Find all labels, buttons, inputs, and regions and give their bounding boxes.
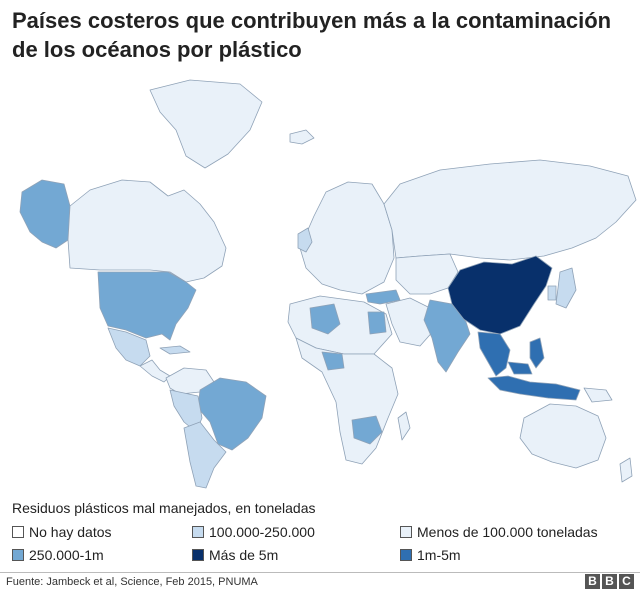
bbc-logo: B B C xyxy=(585,574,634,589)
central-america xyxy=(139,359,171,383)
canada xyxy=(67,179,227,283)
legend-item-1m-5m: 1m-5m xyxy=(400,547,461,563)
footer-divider xyxy=(0,572,640,573)
legend-swatch xyxy=(400,549,412,561)
russia xyxy=(383,159,637,261)
map-title: Países costeros que contribuyen más a la… xyxy=(12,8,612,62)
legend-swatch xyxy=(192,549,204,561)
legend-swatch xyxy=(400,526,412,538)
alaska xyxy=(19,179,71,249)
legend-label: 100.000-250.000 xyxy=(209,524,315,540)
iceland xyxy=(289,129,315,145)
legend-label: No hay datos xyxy=(29,524,112,540)
legend-swatch xyxy=(192,526,204,538)
legend-swatch xyxy=(12,526,24,538)
legend-swatch xyxy=(12,549,24,561)
turkey xyxy=(365,289,401,305)
legend-item-250k-1m: 250.000-1m xyxy=(12,547,104,563)
nigeria xyxy=(321,351,345,371)
legend-label: 250.000-1m xyxy=(29,547,104,563)
legend-item-over-5m: Más de 5m xyxy=(192,547,278,563)
india xyxy=(423,299,471,373)
greenland xyxy=(149,79,263,169)
central-africa xyxy=(295,337,399,465)
australia xyxy=(519,403,607,469)
legend-item-100k-250k: 100.000-250.000 xyxy=(192,524,315,540)
legend-label: 1m-5m xyxy=(417,547,461,563)
source-note: Fuente: Jambeck et al, Science, Feb 2015… xyxy=(6,576,258,588)
middle-east xyxy=(385,297,437,347)
legend-label: Menos de 100.000 toneladas xyxy=(417,524,598,540)
indonesia xyxy=(487,375,581,401)
legend-item-under-100k: Menos de 100.000 toneladas xyxy=(400,524,598,540)
china xyxy=(447,255,553,335)
madagascar xyxy=(397,411,411,441)
legend-label: Más de 5m xyxy=(209,547,279,563)
usa xyxy=(97,271,197,341)
southeast-asia xyxy=(477,331,511,377)
argentina-chile xyxy=(183,421,227,489)
united-kingdom xyxy=(297,227,313,253)
world-map xyxy=(19,79,637,489)
europe xyxy=(299,181,395,295)
philippines xyxy=(529,337,545,369)
logo-letter: C xyxy=(619,574,634,589)
new-zealand xyxy=(619,457,633,483)
cuba xyxy=(159,345,191,355)
legend-title: Residuos plásticos mal manejados, en ton… xyxy=(12,500,316,516)
legend-item-no-data: No hay datos xyxy=(12,524,112,540)
egypt xyxy=(367,311,387,335)
japan xyxy=(555,267,577,309)
brazil xyxy=(197,377,267,451)
logo-letter: B xyxy=(602,574,617,589)
papua-new-guinea xyxy=(583,387,613,403)
korea xyxy=(547,285,557,301)
malaysia xyxy=(507,361,533,375)
south-africa xyxy=(351,415,383,445)
logo-letter: B xyxy=(585,574,600,589)
mexico xyxy=(107,327,151,367)
algeria xyxy=(309,303,341,335)
